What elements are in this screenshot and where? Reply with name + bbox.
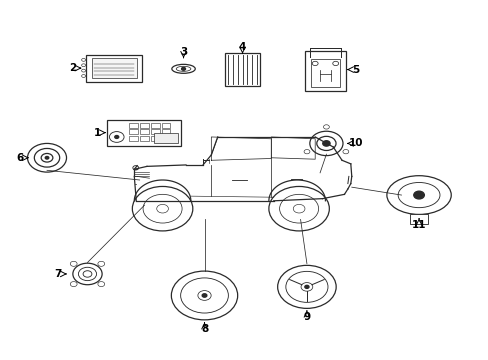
Circle shape: [181, 67, 185, 70]
Text: 5: 5: [351, 64, 359, 75]
Text: 2: 2: [69, 63, 76, 73]
FancyBboxPatch shape: [161, 130, 170, 134]
Circle shape: [115, 135, 119, 138]
FancyBboxPatch shape: [92, 58, 137, 78]
Circle shape: [202, 294, 206, 297]
FancyBboxPatch shape: [86, 55, 142, 82]
Circle shape: [322, 141, 329, 146]
FancyBboxPatch shape: [151, 130, 159, 134]
Text: 8: 8: [201, 324, 208, 334]
FancyBboxPatch shape: [129, 123, 138, 128]
Text: 4: 4: [238, 42, 246, 52]
Text: 9: 9: [303, 312, 310, 322]
FancyBboxPatch shape: [225, 53, 259, 86]
FancyBboxPatch shape: [161, 123, 170, 128]
FancyBboxPatch shape: [129, 136, 138, 141]
Text: 11: 11: [411, 220, 426, 230]
FancyBboxPatch shape: [140, 136, 149, 141]
FancyBboxPatch shape: [129, 130, 138, 134]
Circle shape: [413, 191, 424, 199]
FancyBboxPatch shape: [151, 136, 159, 141]
FancyBboxPatch shape: [161, 136, 170, 141]
FancyBboxPatch shape: [409, 214, 427, 224]
FancyBboxPatch shape: [107, 120, 180, 146]
FancyBboxPatch shape: [151, 123, 159, 128]
Text: 1: 1: [93, 128, 101, 138]
Circle shape: [304, 285, 308, 288]
FancyBboxPatch shape: [154, 133, 178, 143]
FancyBboxPatch shape: [310, 59, 339, 87]
FancyBboxPatch shape: [140, 123, 149, 128]
FancyBboxPatch shape: [140, 130, 149, 134]
Text: 3: 3: [180, 46, 187, 57]
Text: 6: 6: [17, 153, 24, 163]
Text: 10: 10: [348, 139, 362, 148]
FancyBboxPatch shape: [305, 50, 345, 91]
Circle shape: [45, 157, 49, 159]
Text: 7: 7: [55, 269, 62, 279]
